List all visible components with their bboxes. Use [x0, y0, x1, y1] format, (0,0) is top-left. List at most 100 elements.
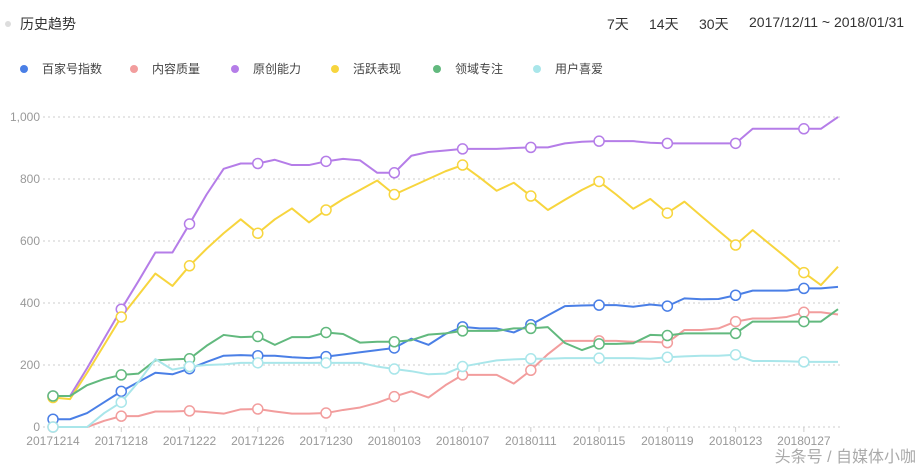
- y-tick-label: 200: [20, 358, 40, 372]
- data-point: [456, 159, 469, 171]
- legend-item[interactable]: 原创能力: [231, 60, 331, 77]
- legend-dot-icon: [533, 64, 541, 73]
- data-point: [525, 141, 537, 154]
- x-tick-label: 20171218: [95, 434, 149, 448]
- data-point: [525, 364, 537, 377]
- x-tick-label: 20171230: [299, 434, 353, 448]
- data-point: [115, 385, 128, 398]
- data-point: [115, 410, 128, 422]
- data-point: [525, 322, 537, 335]
- data-point: [798, 306, 810, 319]
- series-line: [53, 353, 838, 428]
- data-point: [729, 349, 742, 361]
- legend-dot-icon: [231, 64, 239, 73]
- data-point: [456, 360, 469, 373]
- data-point: [388, 363, 401, 375]
- data-point: [320, 155, 332, 168]
- x-tick-label: 20180123: [709, 434, 763, 448]
- x-tick-label: 20171214: [26, 434, 80, 448]
- data-point: [729, 327, 742, 340]
- data-point: [798, 123, 810, 135]
- watermark: 头条号 / 自媒体小咖: [774, 449, 916, 466]
- legend-dot-icon: [20, 64, 28, 73]
- data-point: [115, 396, 128, 408]
- y-tick-label: 0: [33, 420, 40, 434]
- data-point: [729, 137, 742, 150]
- data-point: [183, 360, 196, 373]
- range-30-days-button[interactable]: 30天: [699, 16, 729, 32]
- data-point: [388, 188, 401, 201]
- data-point: [183, 405, 196, 417]
- chart-legend: 百家号指数 内容质量 原创能力 活跃表现 领域专注 用户喜爱: [20, 60, 633, 77]
- data-point: [729, 315, 742, 328]
- data-point: [661, 207, 674, 219]
- series-line: [53, 285, 839, 421]
- data-point: [388, 336, 401, 348]
- legend-dot-icon: [130, 64, 138, 73]
- data-point: [661, 300, 674, 312]
- series-line: [53, 116, 839, 397]
- legend-item[interactable]: 活跃表现: [331, 60, 433, 77]
- data-point: [456, 143, 469, 155]
- x-tick-label: 20180115: [573, 434, 626, 448]
- data-point: [456, 325, 469, 337]
- data-point: [798, 315, 810, 328]
- legend-dot-icon: [433, 64, 441, 73]
- x-tick-label: 20171226: [231, 434, 285, 448]
- data-point: [183, 260, 196, 272]
- x-tick-label: 20180107: [436, 434, 490, 448]
- data-point: [525, 353, 537, 365]
- legend-label: 原创能力: [253, 62, 302, 76]
- data-point: [661, 137, 674, 150]
- data-point: [798, 266, 810, 279]
- data-point: [320, 326, 332, 339]
- data-point: [320, 204, 332, 216]
- legend-dot-icon: [331, 64, 339, 73]
- y-tick-label: 800: [20, 172, 40, 186]
- data-point: [252, 227, 264, 239]
- legend-item[interactable]: 内容质量: [130, 60, 231, 77]
- series-line: [52, 164, 839, 401]
- data-point: [593, 338, 605, 350]
- data-point: [593, 352, 605, 364]
- data-point: [183, 218, 196, 230]
- date-range-label[interactable]: 2017/12/11 ~ 2018/01/31: [749, 14, 905, 30]
- x-tick-label: 20180111: [505, 434, 557, 448]
- data-point: [661, 351, 674, 363]
- data-point: [252, 357, 264, 369]
- range-14-days-button[interactable]: 14天: [649, 16, 679, 32]
- legend-label: 领域专注: [455, 62, 504, 76]
- data-point: [388, 390, 401, 403]
- x-tick-label: 20171222: [163, 434, 217, 448]
- legend-item[interactable]: 用户喜爱: [533, 60, 633, 77]
- x-tick-label: 20180119: [641, 434, 694, 448]
- x-tick-label: 20180127: [777, 434, 831, 448]
- data-point: [47, 421, 59, 433]
- y-tick-label: 400: [20, 296, 40, 310]
- legend-label: 用户喜爱: [555, 62, 604, 76]
- data-point: [388, 167, 401, 179]
- legend-label: 内容质量: [152, 62, 201, 76]
- y-tick-label: 600: [20, 234, 40, 248]
- data-point: [798, 282, 810, 295]
- legend-label: 百家号指数: [42, 62, 103, 76]
- legend-item[interactable]: 领域专注: [433, 60, 533, 77]
- data-point: [47, 390, 59, 402]
- data-point: [729, 239, 742, 251]
- legend-item[interactable]: 百家号指数: [20, 60, 130, 77]
- series-line: [53, 308, 839, 397]
- range-7-days-button[interactable]: 7天: [607, 16, 629, 32]
- data-point: [252, 157, 264, 170]
- data-point: [525, 190, 537, 202]
- data-point: [320, 357, 332, 369]
- data-point: [320, 407, 332, 419]
- data-point: [252, 330, 264, 343]
- data-point: [593, 299, 605, 311]
- panel-title: 历史趋势: [20, 16, 76, 32]
- data-point: [661, 329, 674, 342]
- data-point: [593, 135, 605, 147]
- data-point: [115, 369, 128, 381]
- data-point: [115, 311, 128, 323]
